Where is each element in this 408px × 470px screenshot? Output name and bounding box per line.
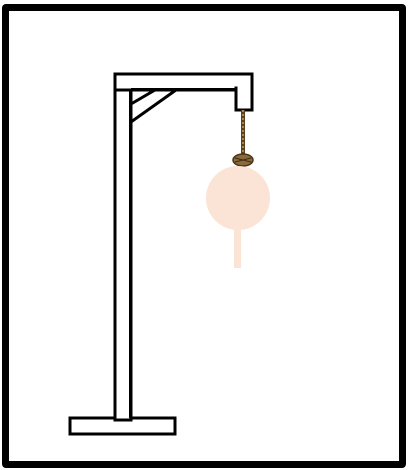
gallows-beam [113,72,254,92]
gallows-hook [234,86,254,112]
gallows-brace [129,88,181,125]
rope [232,110,254,167]
gallows-post [113,72,133,422]
figure-head [206,166,270,230]
figure-body [234,228,241,268]
